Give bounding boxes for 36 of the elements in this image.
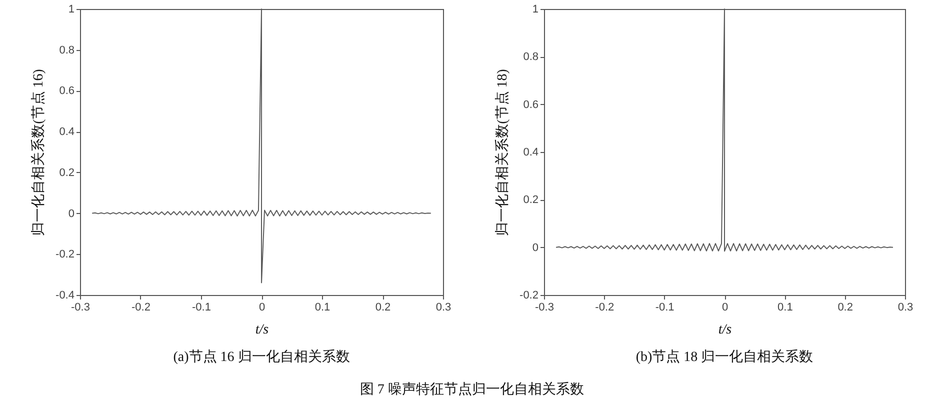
x-axis-title: t/s bbox=[718, 322, 732, 338]
x-tick-label: 0.2 bbox=[375, 302, 391, 314]
x-tick-label: 0.1 bbox=[314, 302, 330, 314]
y-tick-label: 0.4 bbox=[59, 126, 74, 138]
x-tick-label: -0.1 bbox=[192, 302, 211, 314]
y-tick-label: -0.4 bbox=[56, 290, 74, 302]
x-tick-label: -0.2 bbox=[595, 302, 614, 314]
y-tick-label: 0.2 bbox=[523, 194, 538, 206]
x-tick-label: 0.2 bbox=[838, 302, 853, 314]
x-tick-label: 0 bbox=[722, 302, 728, 314]
caption: 图 7 噪声特征节点归一化自相关系数 bbox=[360, 382, 584, 398]
x-axis-title: t/s bbox=[255, 322, 270, 338]
y-tick-label: -0.2 bbox=[56, 248, 74, 261]
x-tick-label: 0.3 bbox=[898, 302, 914, 314]
x-tick-label: -0.2 bbox=[132, 302, 150, 314]
y-tick-label: 0.6 bbox=[59, 85, 74, 98]
x-tick-label: -0.3 bbox=[535, 302, 554, 314]
x-tick-label: 0.1 bbox=[778, 302, 793, 314]
y-tick-label: 0.8 bbox=[523, 51, 538, 64]
x-tick-label: 0 bbox=[258, 302, 266, 314]
y-axis-title: 归一化自相关系数(节点 18) bbox=[494, 68, 511, 236]
y-tick-label: 1 bbox=[532, 4, 538, 16]
x-tick-label: -0.3 bbox=[71, 302, 90, 314]
y-tick-label: 0.8 bbox=[59, 44, 74, 56]
y-tick-label: 0 bbox=[532, 242, 538, 254]
y-tick-label: 1 bbox=[68, 4, 74, 16]
text: (a)节点 16 归一化自相关系数 bbox=[173, 349, 350, 365]
y-tick-label: -0.2 bbox=[520, 290, 538, 302]
y-tick-label: 0.6 bbox=[523, 98, 538, 111]
x-tick-label: 0.3 bbox=[436, 302, 452, 314]
x-tick-label: -0.1 bbox=[655, 302, 674, 314]
y-tick-label: 0 bbox=[68, 208, 74, 220]
text: (b)节点 18 归一化自相关系数 bbox=[636, 349, 814, 365]
y-axis-title: 归一化自相关系数(节点 16) bbox=[30, 68, 47, 236]
y-tick-label: 0.4 bbox=[523, 146, 538, 158]
y-tick-label: 0.2 bbox=[59, 166, 74, 179]
